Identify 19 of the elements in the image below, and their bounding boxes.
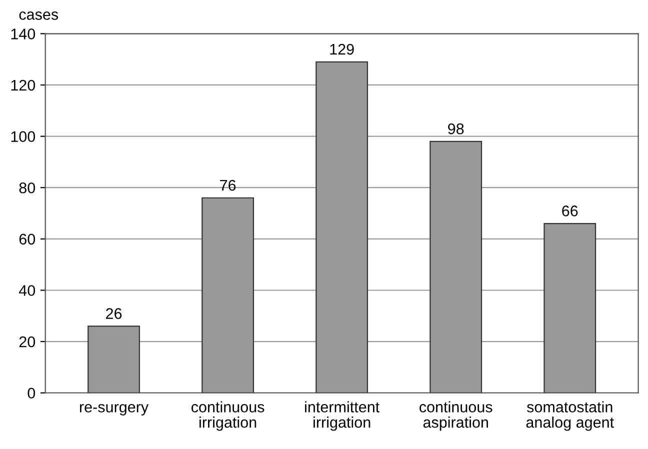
y-tick-label: 60 <box>19 234 36 245</box>
y-axis-title: cases <box>19 12 58 20</box>
x-tick-label: intermittent irrigation <box>305 401 380 431</box>
y-tick-label: 140 <box>11 28 36 40</box>
y-tick-label: 40 <box>18 285 36 296</box>
x-tick-label: continuous aspiration <box>420 401 492 431</box>
data-label: 26 <box>106 308 122 319</box>
y-tick-label: 120 <box>11 80 36 91</box>
y-tick-label: 80 <box>19 182 36 194</box>
y-tick-label: 100 <box>11 131 36 142</box>
data-label: 98 <box>448 123 464 134</box>
data-label: 66 <box>562 206 578 216</box>
y-tick-label: 20 <box>19 336 36 348</box>
data-label: 76 <box>220 180 236 191</box>
x-tick-label: re-surgery <box>80 404 149 416</box>
y-tick-label: 0 <box>28 388 36 399</box>
x-tick-label: continuous irrigation <box>192 401 264 431</box>
data-label: 129 <box>330 44 354 55</box>
x-tick-label: somatostatin analog agent <box>526 401 614 431</box>
